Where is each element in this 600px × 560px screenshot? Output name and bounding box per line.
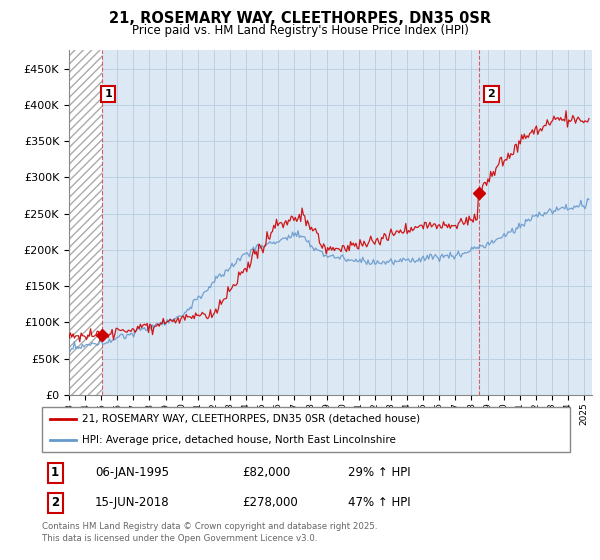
Text: 15-JUN-2018: 15-JUN-2018 bbox=[95, 496, 169, 510]
Text: £278,000: £278,000 bbox=[242, 496, 298, 510]
Text: 47% ↑ HPI: 47% ↑ HPI bbox=[348, 496, 411, 510]
Text: 21, ROSEMARY WAY, CLEETHORPES, DN35 0SR: 21, ROSEMARY WAY, CLEETHORPES, DN35 0SR bbox=[109, 11, 491, 26]
Text: 29% ↑ HPI: 29% ↑ HPI bbox=[348, 466, 411, 479]
Text: 2: 2 bbox=[51, 496, 59, 510]
Bar bbox=[69, 50, 101, 395]
FancyBboxPatch shape bbox=[42, 407, 570, 452]
Text: 1: 1 bbox=[104, 89, 112, 99]
Text: 2: 2 bbox=[488, 89, 496, 99]
Text: Contains HM Land Registry data © Crown copyright and database right 2025.
This d: Contains HM Land Registry data © Crown c… bbox=[42, 522, 377, 543]
Text: 21, ROSEMARY WAY, CLEETHORPES, DN35 0SR (detached house): 21, ROSEMARY WAY, CLEETHORPES, DN35 0SR … bbox=[82, 414, 420, 424]
Text: £82,000: £82,000 bbox=[242, 466, 291, 479]
Text: HPI: Average price, detached house, North East Lincolnshire: HPI: Average price, detached house, Nort… bbox=[82, 435, 395, 445]
Text: Price paid vs. HM Land Registry's House Price Index (HPI): Price paid vs. HM Land Registry's House … bbox=[131, 24, 469, 37]
Text: 1: 1 bbox=[51, 466, 59, 479]
Text: 06-JAN-1995: 06-JAN-1995 bbox=[95, 466, 169, 479]
